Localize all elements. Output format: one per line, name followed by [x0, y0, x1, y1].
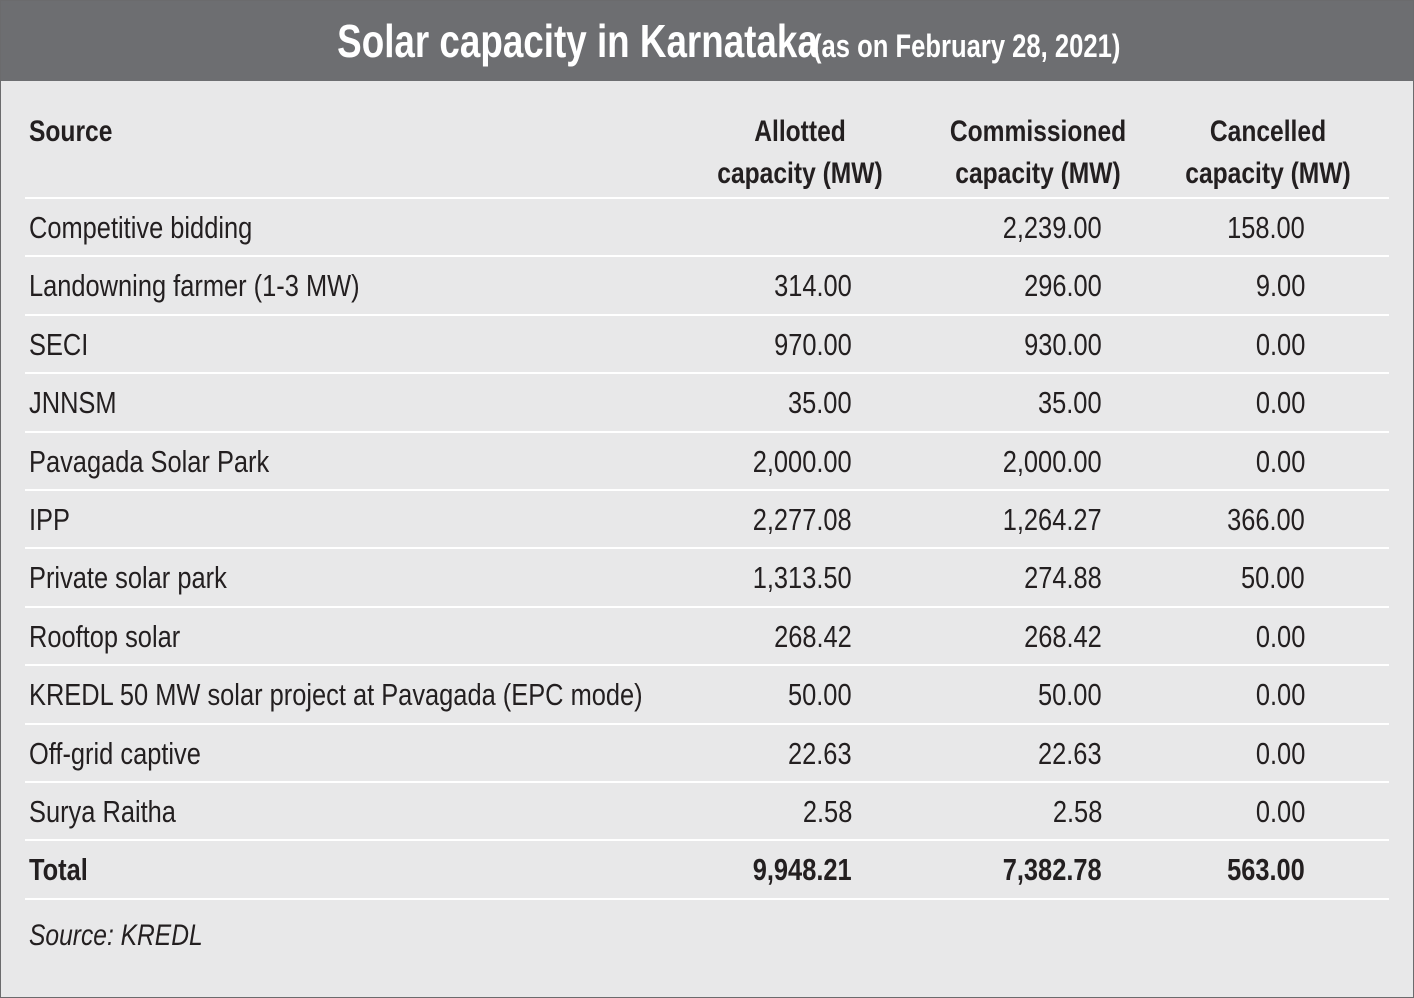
table-row: Surya Raitha 2.58 2.58 0.00	[25, 783, 1389, 842]
cell-commissioned: 930.00	[1024, 326, 1102, 362]
header-allotted: Allotted capacity (MW)	[717, 115, 883, 190]
table-row: IPP 2,277.08 1,264.27 366.00	[25, 491, 1389, 550]
cell-cancelled: 0.00	[1255, 618, 1305, 654]
cell-cancelled: 0.00	[1255, 326, 1305, 362]
cell-source: Surya Raitha	[29, 793, 176, 829]
cell-commissioned: 1,264.27	[1003, 501, 1102, 537]
table-row: SECI 970.00 930.00 0.00	[25, 316, 1389, 375]
title-bar: Solar capacity in Karnataka (as on Febru…	[1, 1, 1413, 81]
cell-total-cancelled: 563.00	[1227, 852, 1305, 888]
cell-allotted: 2,277.08	[753, 501, 852, 537]
cell-total-commissioned: 7,382.78	[1003, 852, 1102, 888]
cell-commissioned: 35.00	[1038, 385, 1102, 421]
cell-cancelled: 9.00	[1255, 268, 1305, 304]
cell-cancelled: 0.00	[1255, 677, 1305, 713]
cell-allotted: 2.58	[802, 793, 852, 829]
cell-commissioned: 22.63	[1038, 735, 1102, 771]
source-note: Source: KREDL	[29, 919, 203, 952]
cell-cancelled: 0.00	[1255, 385, 1305, 421]
cell-source: Off-grid captive	[29, 735, 201, 771]
cell-allotted: 50.00	[788, 677, 852, 713]
table-row: Private solar park 1,313.50 274.88 50.00	[25, 549, 1389, 608]
table-row: Competitive bidding 2,239.00 158.00	[25, 199, 1389, 258]
cell-allotted: 2,000.00	[753, 443, 852, 479]
cell-commissioned: 2,000.00	[1003, 443, 1102, 479]
cell-commissioned: 2.58	[1052, 793, 1102, 829]
cell-source: Landowning farmer (1-3 MW)	[29, 268, 360, 304]
cell-allotted: 268.42	[774, 618, 852, 654]
cell-commissioned: 274.88	[1024, 560, 1102, 596]
cell-cancelled: 366.00	[1227, 501, 1305, 537]
header-cancelled: Cancelled capacity (MW)	[1185, 115, 1351, 190]
cell-source: Private solar park	[29, 560, 227, 596]
chart-title: Solar capacity in Karnataka	[337, 15, 819, 67]
table-row: Off-grid captive 22.63 22.63 0.00	[25, 725, 1389, 783]
total-row: Total 9,948.21 7,382.78 563.00	[25, 841, 1389, 900]
cell-cancelled: 158.00	[1227, 210, 1305, 245]
table-row: KREDL 50 MW solar project at Pavagada (E…	[25, 666, 1389, 725]
cell-cancelled: 0.00	[1255, 793, 1305, 829]
cell-total-label: Total	[29, 852, 88, 888]
cell-source: Competitive bidding	[29, 210, 253, 245]
cell-cancelled: 50.00	[1241, 560, 1305, 596]
cell-source: SECI	[29, 326, 89, 362]
cell-cancelled: 0.00	[1255, 443, 1305, 479]
table-row: JNNSM 35.00 35.00 0.00	[25, 374, 1389, 433]
cell-source: IPP	[29, 501, 70, 537]
cell-source: JNNSM	[29, 385, 117, 421]
cell-commissioned: 268.42	[1024, 618, 1102, 654]
cell-cancelled: 0.00	[1255, 735, 1305, 771]
cell-source: Pavagada Solar Park	[29, 443, 270, 479]
table-header-row: Source Allotted capacity (MW) Commission…	[25, 97, 1389, 199]
chart-subtitle: (as on February 28, 2021)	[812, 28, 1120, 64]
cell-source: KREDL 50 MW solar project at Pavagada (E…	[29, 677, 643, 713]
header-commissioned: Commissioned capacity (MW)	[949, 115, 1127, 190]
cell-commissioned: 2,239.00	[1003, 210, 1102, 245]
cell-allotted: 314.00	[774, 268, 852, 304]
cell-allotted: 22.63	[788, 735, 852, 771]
cell-total-allotted: 9,948.21	[753, 852, 852, 888]
table-row: Landowning farmer (1-3 MW) 314.00 296.00…	[25, 257, 1389, 316]
cell-commissioned: 296.00	[1024, 268, 1102, 304]
header-source: Source	[29, 115, 113, 148]
data-table: Source Allotted capacity (MW) Commission…	[25, 97, 1389, 900]
cell-allotted: 970.00	[774, 326, 852, 362]
table-row: Rooftop solar 268.42 268.42 0.00	[25, 608, 1389, 667]
cell-allotted: 35.00	[788, 385, 852, 421]
cell-allotted: 1,313.50	[753, 560, 852, 596]
table-row: Pavagada Solar Park 2,000.00 2,000.00 0.…	[25, 433, 1389, 491]
cell-commissioned: 50.00	[1038, 677, 1102, 713]
cell-source: Rooftop solar	[29, 618, 181, 654]
